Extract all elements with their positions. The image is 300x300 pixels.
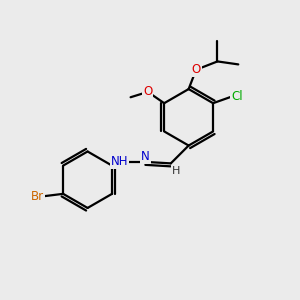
- Text: Cl: Cl: [231, 90, 243, 103]
- Text: O: O: [143, 85, 152, 98]
- Text: N: N: [141, 150, 150, 163]
- Text: O: O: [191, 63, 201, 76]
- Text: NH: NH: [111, 155, 128, 168]
- Text: Br: Br: [31, 190, 44, 203]
- Text: H: H: [172, 166, 180, 176]
